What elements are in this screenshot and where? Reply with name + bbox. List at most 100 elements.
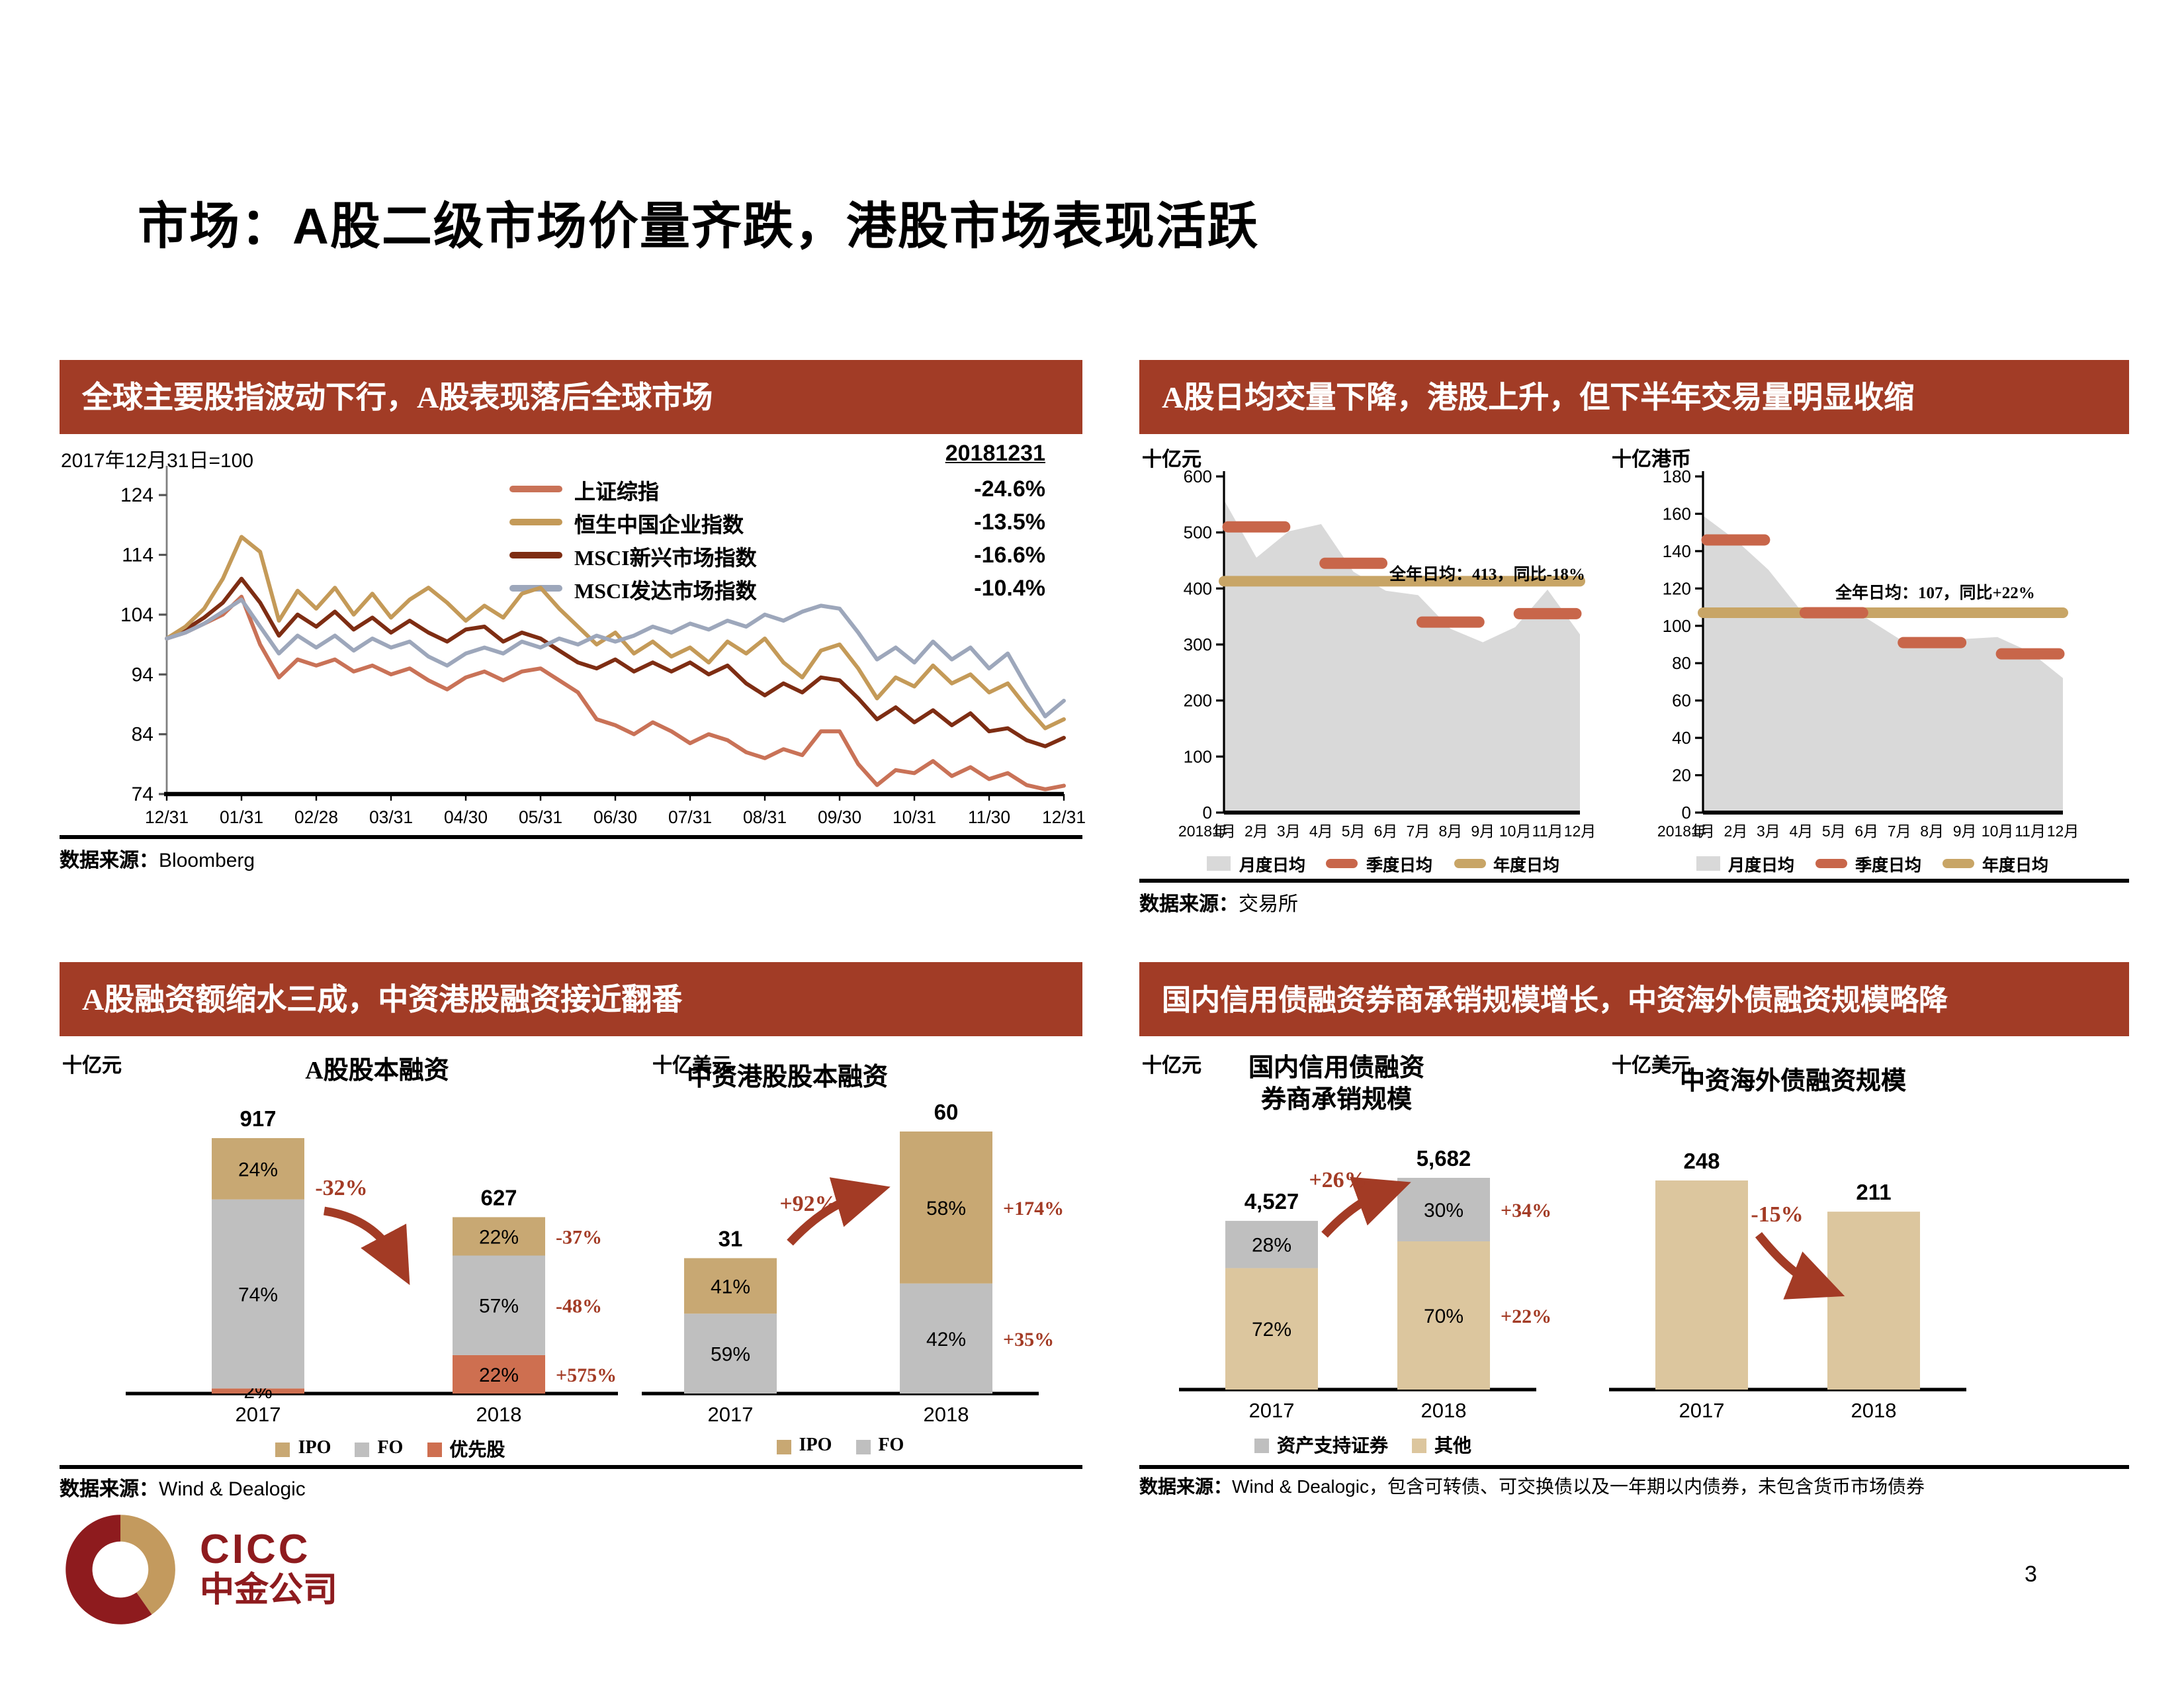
legend-label: MSCI发达市场指数 [574,580,757,603]
svg-text:114: 114 [122,545,153,566]
source-prefix: 数据来源： [1139,1478,1232,1498]
line-series-2 [165,576,1066,748]
svg-text:9月: 9月 [1471,822,1495,840]
svg-text:2018年: 2018年 [1657,822,1706,840]
svg-text:72%: 72% [1252,1319,1291,1341]
svg-text:917: 917 [240,1106,276,1131]
svg-text:3月: 3月 [1757,822,1780,840]
svg-text:24%: 24% [238,1159,278,1180]
legend-label: 年度日均 [1493,856,1560,875]
cicc-logo: CICC 中金公司 [60,1509,337,1630]
monthly-avg-swatch [1207,856,1231,871]
svg-text:1月: 1月 [1212,822,1236,840]
bar-segment-IPO [453,1217,545,1256]
svg-text:200: 200 [1184,691,1212,711]
source-global: 数据来源：Bloomberg [60,848,255,875]
legend-item-ipo: IPO [275,1439,331,1460]
svg-text:+174%: +174% [1003,1198,1064,1220]
svg-text:全年日均：413，同比-18%: 全年日均：413，同比-18% [1389,564,1585,584]
ipo-swatch [275,1442,290,1456]
legend-item-monthly: 月度日均 [1696,851,1794,876]
svg-text:2017: 2017 [1249,1399,1295,1422]
svg-text:124: 124 [120,484,153,506]
svg-text:41%: 41% [711,1276,750,1298]
panel-header-global-indices: 全球主要股指波动下行，A股表现落后全球市场 [60,360,1082,434]
svg-text:03/31: 03/31 [369,807,413,827]
svg-text:5,682: 5,682 [1417,1146,1471,1171]
legend-value: -24.6% [974,476,1045,501]
svg-text:4月: 4月 [1309,822,1333,840]
svg-text:12月: 12月 [1564,822,1596,840]
unit-label-hkd: 十亿港币 [1612,450,1692,471]
bar-2017 [1655,1180,1748,1390]
monthly-avg-swatch [1696,856,1720,871]
legend-label: FO [878,1436,904,1456]
svg-text:11月: 11月 [1532,822,1563,840]
bar-segment-其他 [1397,1241,1490,1390]
chart-title-line2: 券商承销规模 [1260,1087,1412,1114]
other-swatch [1412,1438,1426,1452]
svg-text:06/30: 06/30 [593,807,637,827]
legend-label: 月度日均 [1727,856,1794,875]
chart-title-domestic-bond: 国内信用债融资 券商承销规模 [1191,1053,1482,1117]
bar-segment-FO [684,1313,777,1394]
svg-text:1月: 1月 [1691,822,1715,840]
svg-text:2月: 2月 [1245,822,1268,840]
svg-text:02/28: 02/28 [294,807,338,827]
svg-text:22%: 22% [479,1364,519,1386]
svg-text:2018: 2018 [476,1403,522,1426]
legend-value: -13.5% [974,509,1045,534]
svg-text:180: 180 [1663,466,1691,486]
svg-text:140: 140 [1663,541,1691,561]
sse-line-swatch [509,486,562,492]
svg-text:2018: 2018 [1421,1399,1467,1422]
source-name: 交易所 [1239,893,1299,916]
bar-segment-其他 [1225,1268,1318,1390]
fo-swatch [355,1442,370,1456]
svg-text:09/30: 09/30 [818,807,861,827]
svg-text:+92%: +92% [779,1192,837,1216]
svg-text:100: 100 [1184,746,1212,766]
svg-text:0: 0 [1203,803,1212,822]
monthly-area [1224,500,1580,813]
legend-label: MSCI新兴市场指数 [574,547,757,570]
legend-ashare-equity: IPO FO 优先股 [172,1436,609,1462]
plot-domestic_credit_bond_underwriting: 72% 28% 4,527 2017 70% +22% 30% +34% 5,682 2018 +2… [1179,1146,1551,1422]
svg-text:74%: 74% [238,1284,278,1306]
svg-text:3月: 3月 [1277,822,1301,840]
divider [1139,1465,2129,1469]
legend-item-preferred: 优先股 [427,1436,505,1462]
svg-text:+34%: +34% [1501,1200,1551,1222]
panel-header-bond: 国内信用债融资券商承销规模增长，中资海外债融资规模略降 [1139,962,2129,1036]
bar-segment-资产支持证券 [1397,1178,1490,1241]
svg-text:160: 160 [1663,504,1691,523]
bar-segment-优先股 [212,1388,304,1394]
source-bond: 数据来源：Wind & Dealogic，包含可转债、可交换债以及一年期以内债券… [1139,1474,2125,1501]
svg-text:211: 211 [1856,1180,1891,1204]
source-turnover: 数据来源：交易所 [1139,892,1298,919]
legend-label: 恒生中国企业指数 [574,514,744,537]
svg-text:248: 248 [1683,1149,1720,1173]
quarterly-avg-swatch [1815,859,1847,868]
svg-text:2017: 2017 [236,1403,281,1426]
plot-offshore_china_bond: 248 2017 211 2018 -15% [1609,1149,1966,1422]
svg-text:120: 120 [1663,578,1691,598]
bar-segment-FO [453,1255,545,1355]
svg-text:8月: 8月 [1920,822,1944,840]
as-of-date-label: 20181231 [945,441,1045,466]
svg-text:2018年: 2018年 [1178,822,1227,840]
legend-label: 季度日均 [1366,856,1432,875]
divider [60,835,1082,839]
source-name: Bloomberg [159,850,255,872]
svg-text:500: 500 [1184,523,1212,543]
legend-item-annual: 年度日均 [1454,851,1559,876]
panel-header-equity-financing: A股融资额缩水三成，中资港股融资接近翻番 [60,962,1082,1036]
svg-text:100: 100 [1663,616,1691,636]
svg-text:2017: 2017 [1679,1399,1725,1422]
legend-item-annual: 年度日均 [1943,851,2048,876]
legend-item-other: 其他 [1412,1432,1471,1458]
svg-text:4月: 4月 [1789,822,1813,840]
svg-text:30%: 30% [1424,1200,1463,1222]
